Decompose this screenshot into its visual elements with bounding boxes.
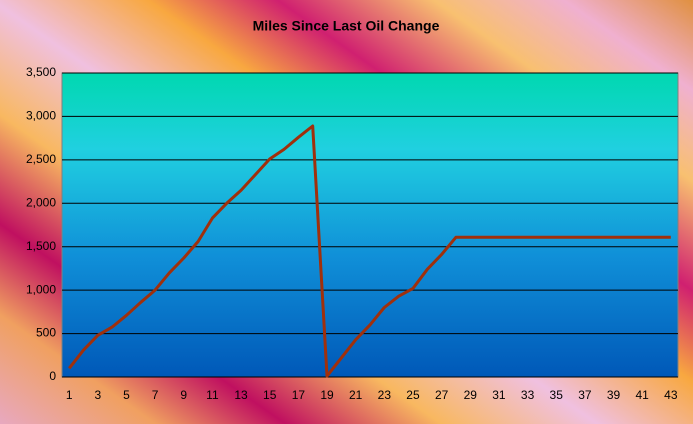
y-tick-label: 500 bbox=[36, 326, 56, 340]
x-tick-label: 15 bbox=[263, 388, 277, 402]
x-tick-label: 33 bbox=[521, 388, 535, 402]
x-tick-label: 19 bbox=[320, 388, 334, 402]
x-tick-label: 13 bbox=[234, 388, 248, 402]
x-tick-label: 31 bbox=[492, 388, 506, 402]
x-tick-label: 35 bbox=[550, 388, 564, 402]
x-tick-label: 37 bbox=[578, 388, 592, 402]
x-tick-label: 1 bbox=[66, 388, 73, 402]
x-tick-label: 29 bbox=[464, 388, 478, 402]
x-tick-label: 5 bbox=[123, 388, 130, 402]
y-tick-label: 2,500 bbox=[26, 152, 56, 166]
y-tick-label: 3,000 bbox=[26, 109, 56, 123]
chart-title: Miles Since Last Oil Change bbox=[253, 18, 440, 34]
x-tick-label: 41 bbox=[636, 388, 650, 402]
x-tick-label: 43 bbox=[664, 388, 678, 402]
data-line bbox=[68, 124, 671, 378]
x-tick-label: 7 bbox=[152, 388, 159, 402]
plot-area bbox=[61, 72, 679, 378]
y-tick-label: 3,500 bbox=[26, 65, 56, 79]
x-tick-label: 27 bbox=[435, 388, 449, 402]
x-tick-label: 23 bbox=[378, 388, 392, 402]
x-tick-label: 17 bbox=[292, 388, 306, 402]
x-tick-label: 25 bbox=[406, 388, 420, 402]
y-tick-label: 1,000 bbox=[26, 282, 56, 296]
y-tick-label: 1,500 bbox=[26, 239, 56, 253]
x-tick-label: 21 bbox=[349, 388, 363, 402]
x-tick-label: 3 bbox=[94, 388, 101, 402]
x-tick-label: 39 bbox=[607, 388, 621, 402]
x-tick-label: 11 bbox=[206, 388, 219, 402]
y-tick-label: 2,000 bbox=[26, 195, 56, 209]
x-tick-label: 9 bbox=[180, 388, 187, 402]
y-tick-label: 0 bbox=[49, 369, 56, 383]
